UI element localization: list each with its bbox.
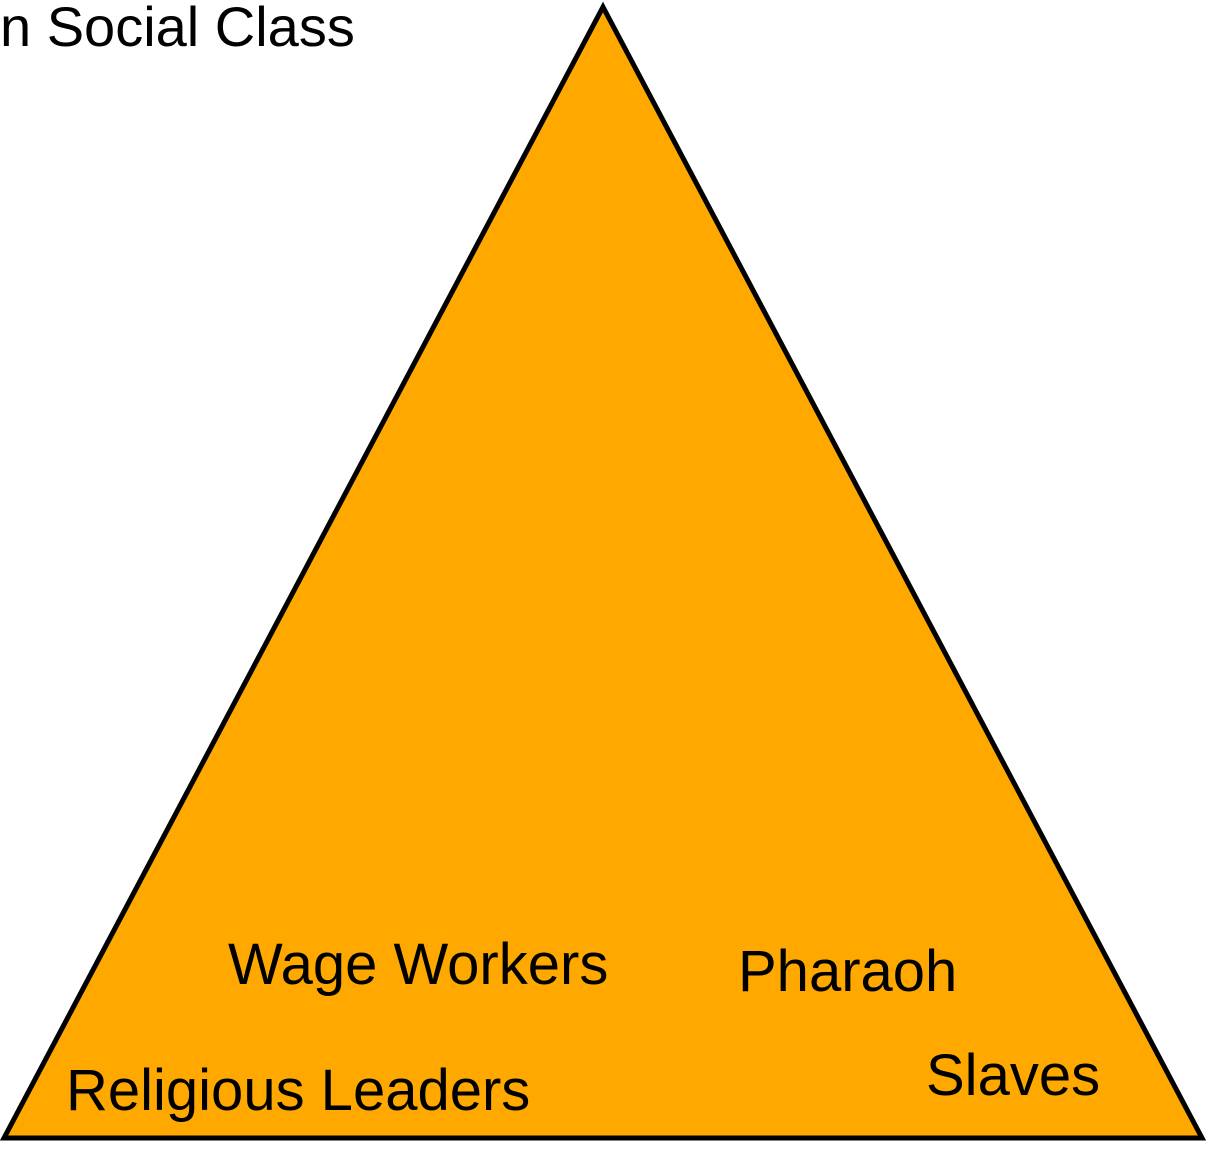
label: Pharaoh [738,939,957,1004]
label: Wage Workers [228,932,608,997]
label: Slaves [926,1043,1100,1108]
title: n Social Class [0,0,355,58]
label: Religious Leaders [66,1058,530,1123]
